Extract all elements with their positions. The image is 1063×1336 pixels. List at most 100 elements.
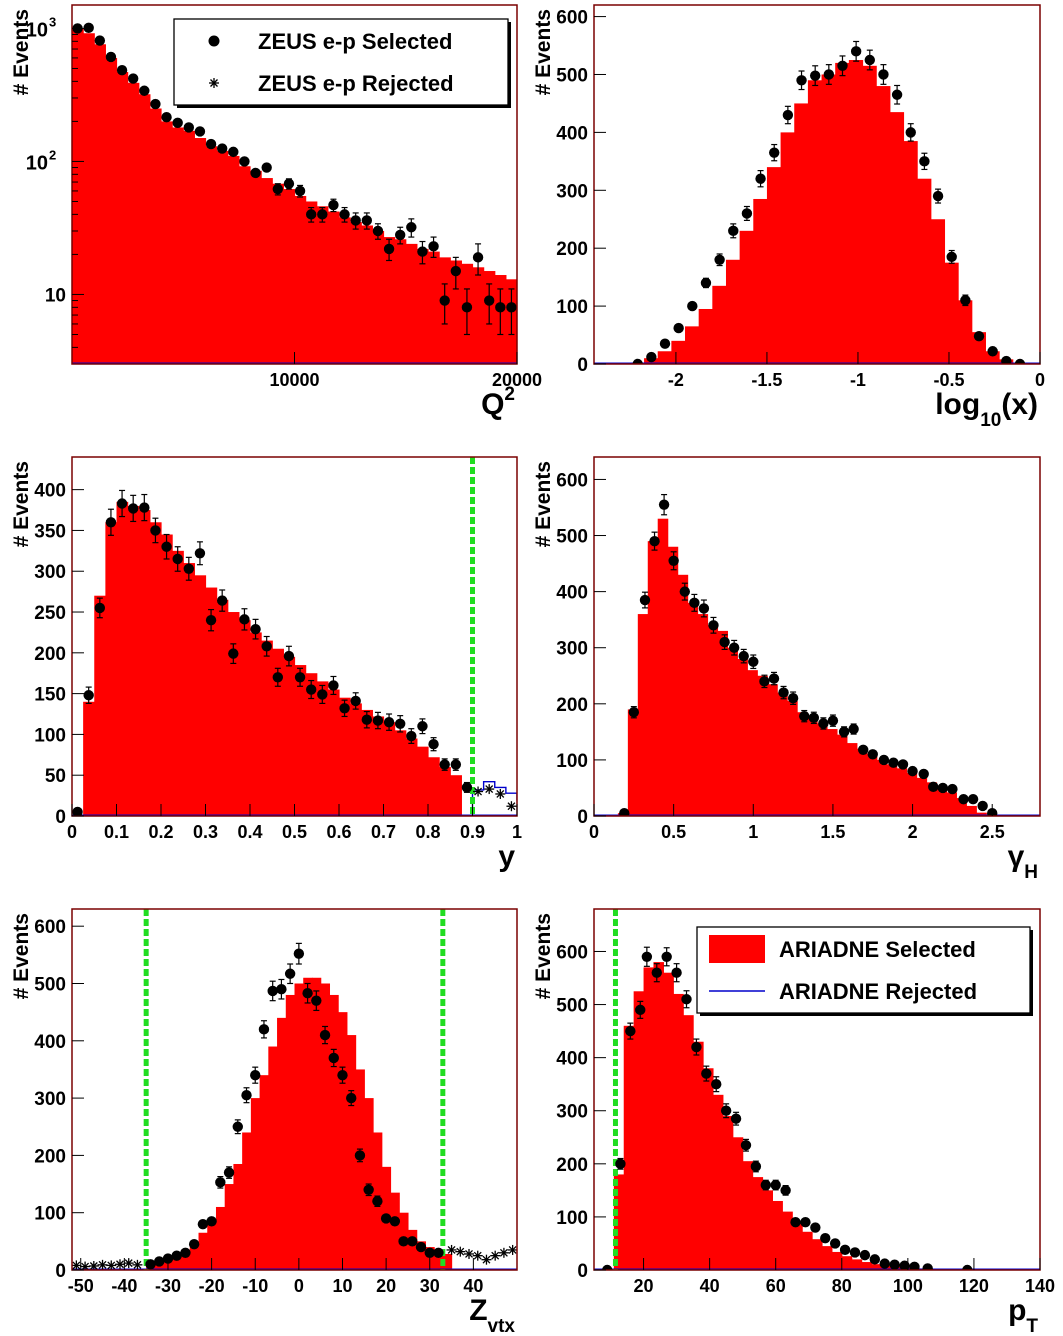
data-point <box>922 1263 933 1270</box>
hist-bar <box>633 991 645 1270</box>
y-tick-label: 300 <box>556 181 588 202</box>
y-tick-label: 500 <box>556 527 588 548</box>
hist-bar <box>807 80 823 364</box>
hist-bar <box>94 44 106 364</box>
data-point <box>849 1247 861 1258</box>
data-point <box>602 1264 613 1270</box>
hist-bar <box>643 967 655 1270</box>
x-axis-label: Q2 <box>481 384 515 421</box>
hist-bar <box>105 57 118 364</box>
hist-bar <box>732 1137 744 1270</box>
hist-bar <box>83 33 95 364</box>
panel-y: 0 50 100 150 200 250 300 350 400 0 0.1 0.2 0.3 0.4 0.5… <box>10 456 522 873</box>
hist-bar <box>663 972 674 1270</box>
data-point <box>691 1041 702 1053</box>
data-point <box>958 793 969 805</box>
hist-bar <box>183 130 195 364</box>
y-tick-label: 10 <box>26 152 48 174</box>
data-point <box>809 70 821 81</box>
x-axis-label-sub: 10 <box>980 410 1001 431</box>
data-point <box>105 51 117 63</box>
data-point <box>837 60 848 71</box>
hist-bar <box>671 340 686 364</box>
data-point <box>659 338 671 349</box>
x-tick-label: 60 <box>766 1276 786 1296</box>
data-point <box>284 968 296 979</box>
data-point <box>105 517 117 528</box>
data-point <box>651 967 662 978</box>
rejected-point <box>106 1260 117 1270</box>
hist-bar <box>831 1251 843 1270</box>
data-point <box>250 623 261 635</box>
legend-label: ZEUS e-p Selected <box>258 29 452 54</box>
hist-bar <box>154 1264 165 1270</box>
hist-bar <box>777 692 788 816</box>
y-tick-label: 300 <box>556 639 588 660</box>
hist-bar <box>316 206 329 364</box>
hist-bar <box>712 285 727 364</box>
hist-bar <box>677 574 689 816</box>
x-tick-label: 0 <box>1035 370 1045 390</box>
hist-bar <box>762 1190 773 1270</box>
y-tick-label: 500 <box>556 996 588 1017</box>
data-point <box>878 69 889 80</box>
data-point <box>267 985 278 997</box>
hist-bar <box>339 217 351 364</box>
hist-bar <box>439 767 451 816</box>
hist-bar <box>327 689 340 816</box>
hist-bar <box>227 612 240 816</box>
hist-bar <box>794 103 809 364</box>
data-point <box>183 122 195 133</box>
hist-bar <box>194 575 207 816</box>
hist-bar <box>172 1255 182 1270</box>
data-point <box>701 1068 712 1079</box>
legend-fill-marker <box>709 935 765 963</box>
rejected-point <box>80 1261 91 1270</box>
data-point <box>708 620 719 631</box>
data-point <box>748 656 759 667</box>
plot-area <box>594 909 1040 1270</box>
y-tick-label: 100 <box>556 297 588 318</box>
hist-bar <box>906 772 918 816</box>
data-point <box>361 215 373 226</box>
hist-bar <box>294 195 307 364</box>
data-point <box>778 687 789 698</box>
y-tick-label: 250 <box>34 603 66 624</box>
y-tick-label: 400 <box>556 583 588 604</box>
data-point <box>932 190 944 202</box>
x-tick-label: 0 <box>589 822 599 842</box>
data-point <box>918 768 929 780</box>
plot-area <box>72 909 517 1270</box>
y-tick-label: 200 <box>556 239 588 260</box>
hist-bar <box>851 1259 863 1270</box>
hist-bar <box>183 563 195 816</box>
hist-bar <box>346 1035 357 1270</box>
data-point <box>1001 355 1012 364</box>
hist-bar <box>739 230 754 364</box>
hist-bar <box>657 351 672 364</box>
y-tick-label: 0 <box>55 1261 66 1282</box>
data-point <box>389 1216 401 1227</box>
x-axis-label-main: Q <box>481 388 504 421</box>
x-tick-label: 140 <box>1025 1276 1055 1296</box>
hist-bar <box>903 141 918 364</box>
hist-bar <box>215 1206 226 1270</box>
plot-frame <box>593 456 1041 817</box>
data-point <box>768 673 780 684</box>
panel-logx: 0 100 200 300 400 500 600 -2 -1.5 -1 -0.5 0 # Events… <box>532 4 1045 431</box>
x-axis-label-sub: H <box>1024 862 1038 883</box>
data-point <box>649 535 660 547</box>
hist-bar <box>817 723 828 816</box>
y-tick-label: 0 <box>577 807 588 828</box>
data-point <box>319 1029 331 1041</box>
x-tick-label: 0 <box>67 822 77 842</box>
hist-bar <box>848 60 864 364</box>
hist-bar <box>272 183 284 364</box>
hist-bar <box>956 798 967 816</box>
data-point <box>506 302 517 313</box>
data-point <box>439 759 450 770</box>
hist-bar <box>946 792 957 816</box>
data-point <box>869 1254 881 1265</box>
y-tick-label: 50 <box>45 766 66 787</box>
hist-bar <box>394 730 407 816</box>
